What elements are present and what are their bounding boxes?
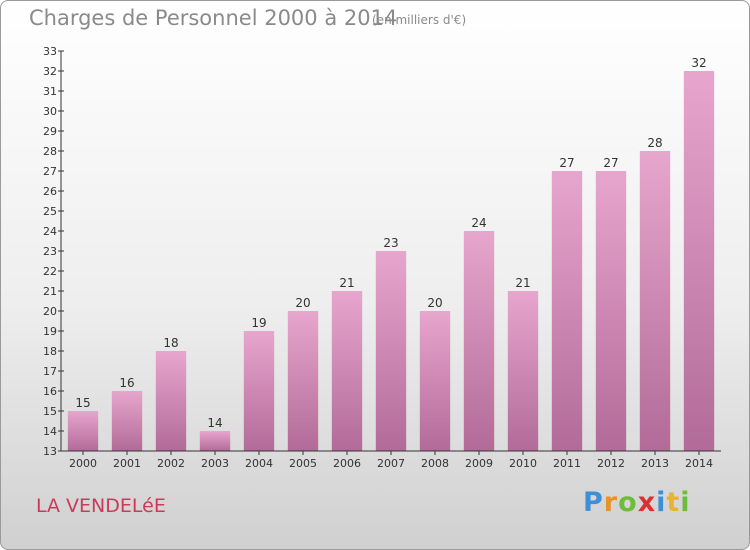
logo-letter: x bbox=[637, 487, 657, 518]
x-tick-label: 2009 bbox=[465, 457, 493, 470]
y-tick-label: 33 bbox=[43, 45, 57, 58]
y-tick-label: 17 bbox=[43, 365, 57, 378]
x-tick-label: 2013 bbox=[641, 457, 669, 470]
y-tick-label: 26 bbox=[43, 185, 57, 198]
y-tick-label: 16 bbox=[43, 385, 57, 398]
x-tick-label: 2012 bbox=[597, 457, 625, 470]
y-tick-labels: 13 14 15 16 17 18 19 20 21 22 23 24 25 26 27 28 29 30 31 32… bbox=[43, 45, 57, 458]
bar bbox=[331, 291, 363, 451]
value-label: 20 bbox=[427, 296, 442, 310]
x-tick-label: 2010 bbox=[509, 457, 537, 470]
bar bbox=[463, 231, 495, 451]
y-tick-label: 31 bbox=[43, 85, 57, 98]
y-tick-label: 29 bbox=[43, 125, 57, 138]
bar bbox=[507, 291, 539, 451]
logo-letter: o bbox=[618, 487, 638, 518]
x-tick-label: 2005 bbox=[289, 457, 317, 470]
value-label: 23 bbox=[383, 236, 398, 250]
y-tick-label: 23 bbox=[43, 245, 57, 258]
value-labels: 15 16 18 14 19 20 21 23 20 24 21 27 27 28 32 bbox=[75, 56, 706, 430]
value-label: 15 bbox=[75, 396, 90, 410]
y-tick-label: 13 bbox=[43, 445, 57, 458]
y-tick-label: 24 bbox=[43, 225, 57, 238]
x-tick-label: 2007 bbox=[377, 457, 405, 470]
value-label: 21 bbox=[515, 276, 530, 290]
y-tick-label: 28 bbox=[43, 145, 57, 158]
y-tick-label: 14 bbox=[43, 425, 57, 438]
x-tick-label: 2008 bbox=[421, 457, 449, 470]
y-tick-label: 32 bbox=[43, 65, 57, 78]
value-label: 24 bbox=[471, 216, 486, 230]
value-label: 19 bbox=[251, 316, 266, 330]
value-label: 16 bbox=[119, 376, 134, 390]
x-tick-label: 2002 bbox=[157, 457, 185, 470]
bar bbox=[419, 311, 451, 451]
axes-group bbox=[58, 50, 721, 455]
logo-letter: t bbox=[666, 487, 681, 518]
chart-unit: (en milliers d'€) bbox=[372, 13, 467, 27]
bar bbox=[639, 151, 671, 451]
bar bbox=[551, 171, 583, 451]
x-tick-label: 2011 bbox=[553, 457, 581, 470]
value-label: 21 bbox=[339, 276, 354, 290]
logo-letter: i bbox=[656, 487, 667, 518]
logo-letter: P bbox=[583, 487, 604, 518]
value-label: 32 bbox=[691, 56, 706, 70]
bars-group bbox=[67, 71, 715, 451]
x-tick-label: 2006 bbox=[333, 457, 361, 470]
bar bbox=[111, 391, 143, 451]
bar bbox=[287, 311, 319, 451]
bar bbox=[595, 171, 627, 451]
x-tick-labels: 2000 2001 2002 2003 2004 2005 2006 2007 2008 2009… bbox=[69, 457, 713, 470]
city-name: LA VENDELéE bbox=[36, 495, 166, 517]
value-label: 14 bbox=[207, 416, 222, 430]
value-label: 20 bbox=[295, 296, 310, 310]
value-label: 27 bbox=[603, 156, 618, 170]
x-tick-label: 2001 bbox=[113, 457, 141, 470]
y-tick-label: 22 bbox=[43, 265, 57, 278]
y-tick-label: 15 bbox=[43, 405, 57, 418]
y-tick-label: 27 bbox=[43, 165, 57, 178]
x-tick-label: 2004 bbox=[245, 457, 273, 470]
y-tick-label: 20 bbox=[43, 305, 57, 318]
bar bbox=[375, 251, 407, 451]
bar bbox=[199, 431, 231, 451]
value-label: 28 bbox=[647, 136, 662, 150]
chart-title: Charges de Personnel 2000 à 2014 bbox=[29, 6, 398, 30]
y-tick-label: 21 bbox=[43, 285, 57, 298]
y-tick-label: 25 bbox=[43, 205, 57, 218]
logo-letter: i bbox=[680, 487, 691, 518]
x-tick-label: 2000 bbox=[69, 457, 97, 470]
bar bbox=[683, 71, 715, 451]
value-label: 27 bbox=[559, 156, 574, 170]
value-label: 18 bbox=[163, 336, 178, 350]
bar bbox=[155, 351, 187, 451]
proxiti-logo: Proxiti bbox=[583, 487, 691, 518]
y-tick-label: 18 bbox=[43, 345, 57, 358]
x-tick-label: 2014 bbox=[685, 457, 713, 470]
logo-letter: r bbox=[603, 487, 619, 518]
x-tick-label: 2003 bbox=[201, 457, 229, 470]
y-tick-label: 30 bbox=[43, 105, 57, 118]
y-tick-label: 19 bbox=[43, 325, 57, 338]
bar bbox=[67, 411, 99, 451]
bar bbox=[243, 331, 275, 451]
